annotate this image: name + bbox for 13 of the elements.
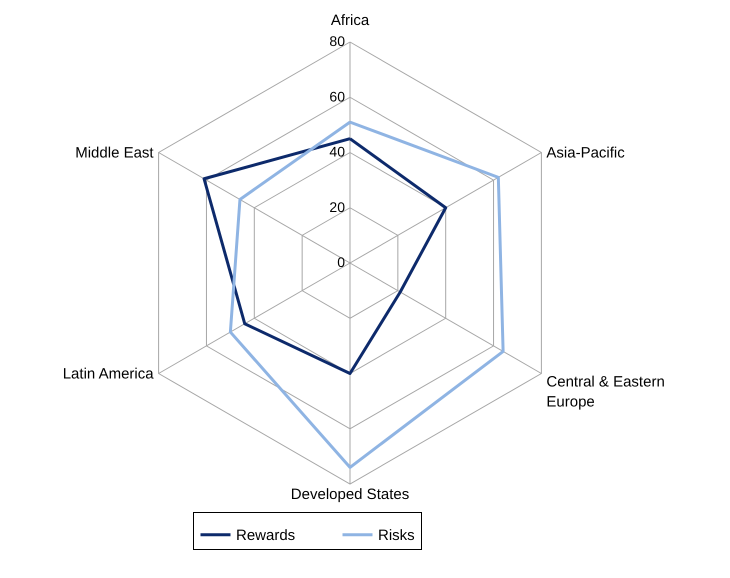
y-tick-label: 40 — [329, 144, 346, 160]
legend-label: Rewards — [236, 526, 296, 544]
spoke-label: Asia-Pacific — [546, 144, 626, 162]
y-tick-label: 20 — [329, 198, 346, 215]
spoke-label: Central & Eastern Europe — [546, 374, 665, 410]
spoke-label: Developed States — [290, 486, 410, 503]
y-tick-label: 0 — [337, 254, 346, 270]
spoke-label: Middle East — [75, 144, 154, 162]
y-tick-label: 60 — [329, 88, 346, 104]
spoke-label: Latin America — [62, 366, 154, 382]
spoke-label: Africa — [330, 12, 370, 29]
legend-label: Risks — [378, 526, 415, 544]
y-tick-label: 80 — [329, 33, 346, 49]
